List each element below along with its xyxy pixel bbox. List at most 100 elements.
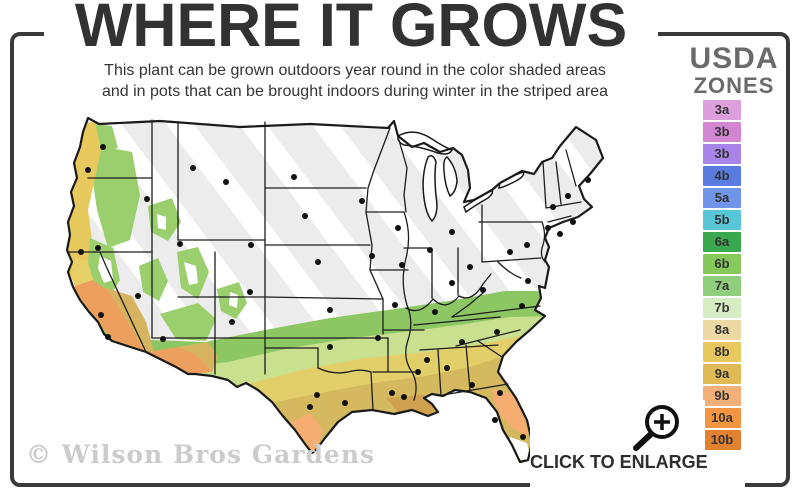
- city-dot: [459, 339, 465, 345]
- city-dot: [291, 174, 297, 180]
- us-outline-stroke: [65, 116, 605, 464]
- city-dot: [507, 249, 513, 255]
- city-dot: [480, 287, 486, 293]
- cascades-green: [92, 145, 140, 248]
- legend-zone-chip: 9a: [703, 364, 741, 384]
- city-dot: [135, 293, 141, 299]
- legend-zone-chip: 5b: [703, 210, 741, 230]
- city-dot: [85, 167, 91, 173]
- city-dot: [545, 225, 551, 231]
- magnifier-plus-icon: [633, 405, 679, 451]
- city-dot: [78, 249, 84, 255]
- legend-zone-chip: 3b: [703, 144, 741, 164]
- socal-orange: [70, 280, 147, 352]
- city-dot: [359, 198, 365, 204]
- city-dot: [494, 329, 500, 335]
- az-highlands-green: [160, 303, 216, 341]
- city-dot: [392, 302, 398, 308]
- az-south-tan: [178, 342, 218, 372]
- city-dot: [247, 289, 253, 295]
- click-to-enlarge-label: CLICK TO ENLARGE: [530, 452, 708, 472]
- city-dot: [519, 303, 525, 309]
- central-florida-orange: [492, 389, 528, 436]
- city-dot: [327, 307, 333, 313]
- city-dot: [314, 392, 320, 398]
- usa-zone-map[interactable]: [50, 103, 680, 488]
- legend-zone-chip: 10b: [703, 430, 741, 450]
- city-dot: [424, 357, 430, 363]
- city-dot: [98, 312, 104, 318]
- city-dot: [375, 335, 381, 341]
- legend-zone-chip: 7a: [703, 276, 741, 296]
- city-dot: [399, 262, 405, 268]
- south-florida-white: [510, 437, 530, 462]
- city-dot: [467, 264, 473, 270]
- snow-patch-1: [184, 262, 198, 285]
- city-dot: [302, 213, 308, 219]
- nv-mountain-green: [139, 258, 168, 301]
- legend-zone-chip: 8a: [703, 320, 741, 340]
- legend-zone-chip: 3a: [703, 100, 741, 120]
- lake-michigan: [422, 155, 438, 223]
- city-dot: [497, 390, 503, 396]
- snow-patch-2: [157, 214, 166, 230]
- city-dot: [565, 193, 571, 199]
- city-dot: [415, 369, 421, 375]
- city-dot: [524, 242, 530, 248]
- city-dot: [223, 179, 229, 185]
- city-dot: [342, 400, 348, 406]
- click-to-enlarge-button[interactable]: CLICK TO ENLARGE: [530, 400, 708, 492]
- legend-zone-chip: 10a: [703, 408, 741, 428]
- legend-zone-chip: 6a: [703, 232, 741, 252]
- city-dot: [432, 309, 438, 315]
- city-dot: [449, 280, 455, 286]
- legend-zone-chip: 3b: [703, 122, 741, 142]
- louisiana-tan: [386, 395, 436, 416]
- city-dot: [570, 219, 576, 225]
- city-dot: [427, 247, 433, 253]
- city-dot: [444, 365, 450, 371]
- az-south-orange: [148, 347, 212, 374]
- legend-title-zones: ZONES: [693, 73, 775, 98]
- legend-zone-chip: 8b: [703, 342, 741, 362]
- city-dot: [190, 165, 196, 171]
- legend-zone-chip: 5a: [703, 188, 741, 208]
- city-dot: [160, 336, 166, 342]
- city-dot: [525, 278, 531, 284]
- city-dot: [395, 225, 401, 231]
- city-dot: [449, 229, 455, 235]
- city-dot: [401, 394, 407, 400]
- watermark: © Wilson Bros Gardens: [26, 440, 376, 469]
- legend-zone-chip: 6b: [703, 254, 741, 274]
- city-dot: [315, 259, 321, 265]
- coast-yellow-strip: [68, 121, 101, 288]
- city-dot: [469, 382, 475, 388]
- legend-title-usda: USDA: [689, 42, 779, 75]
- sierra-snow: [98, 256, 113, 283]
- socal-tan: [106, 288, 154, 352]
- legend-zone-chip: 4b: [703, 166, 741, 186]
- city-dot: [550, 204, 556, 210]
- legend-zone-chip: 7b: [703, 298, 741, 318]
- subtitle-line-1: This plant can be grown outdoors year ro…: [104, 62, 606, 79]
- city-dot: [100, 144, 106, 150]
- page-title: WHERE IT GROWS: [44, 0, 658, 56]
- city-dot: [229, 319, 235, 325]
- city-dot: [95, 245, 101, 251]
- legend-zone-list: 3a 3b 3b 4b 5a 5b 6a 6b 7a 7b 8a 8b 9a 9b 10a 10b: [703, 100, 741, 452]
- city-dot: [248, 242, 254, 248]
- snow-patch-3: [229, 292, 238, 308]
- state-borders: [66, 119, 582, 411]
- legend-title: USDA ZONES: [680, 44, 788, 98]
- border-gap-mask: [705, 477, 745, 491]
- city-dot: [492, 417, 498, 423]
- city-dot: [557, 231, 563, 237]
- subtitle: This plant can be grown outdoors year ro…: [30, 60, 680, 102]
- subtitle-line-2: and in pots that can be brought indoors …: [101, 83, 609, 100]
- south-texas-orange: [286, 413, 323, 453]
- city-dot: [177, 241, 183, 247]
- city-dot: [389, 390, 395, 396]
- city-dot: [327, 344, 333, 350]
- city-dot: [144, 196, 150, 202]
